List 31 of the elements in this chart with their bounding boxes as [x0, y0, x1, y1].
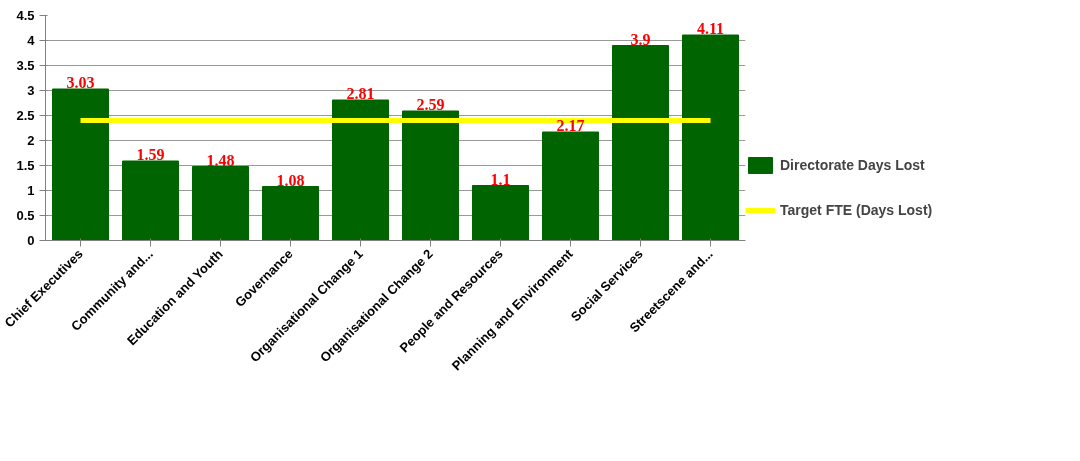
y-tick-label: 0.5 — [16, 208, 35, 223]
bar — [472, 185, 529, 241]
bar — [52, 88, 109, 241]
bar — [122, 160, 179, 241]
bar — [192, 166, 249, 241]
y-tick-label: 4.5 — [16, 8, 35, 23]
bar — [682, 34, 739, 241]
data-label: 2.59 — [416, 96, 445, 113]
y-tick-label: 3 — [27, 83, 35, 98]
legend-label: Target FTE (Days Lost) — [780, 202, 933, 218]
data-label: 1.59 — [136, 146, 165, 163]
data-label: 1.1 — [490, 170, 511, 188]
bar — [332, 99, 389, 241]
bar — [542, 131, 599, 241]
bar — [402, 110, 459, 241]
y-tick-label: 4 — [27, 33, 36, 48]
y-tick-label: 0 — [27, 233, 35, 248]
data-label: 2.81 — [346, 85, 375, 102]
legend-label: Directorate Days Lost — [780, 157, 925, 173]
bar — [612, 45, 669, 241]
bar — [262, 186, 319, 241]
data-label: 1.48 — [206, 151, 235, 169]
data-label: 4.11 — [696, 20, 725, 37]
y-tick-label: 1.5 — [16, 158, 35, 173]
y-tick-label: 2 — [27, 133, 35, 148]
data-label: 3.03 — [66, 74, 95, 91]
y-tick-label: 1 — [27, 183, 35, 198]
data-label: 3.9 — [630, 30, 651, 48]
data-label: 1.08 — [276, 171, 305, 189]
y-tick-label: 3.5 — [16, 58, 35, 73]
y-tick-label: 2.5 — [16, 108, 35, 123]
